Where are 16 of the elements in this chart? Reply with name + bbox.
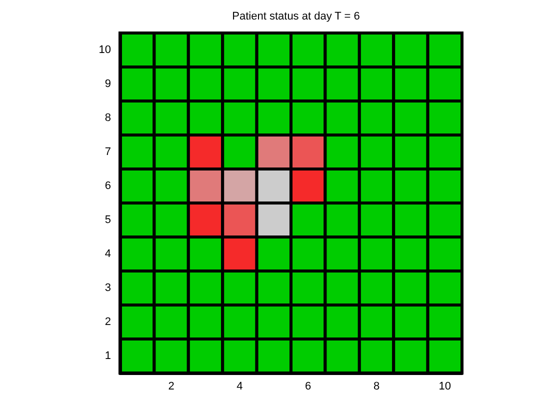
y-tick-label: 6 xyxy=(104,180,111,192)
y-tick-label: 9 xyxy=(104,78,111,90)
y-tick-label: 10 xyxy=(98,44,111,56)
y-tick-label: 2 xyxy=(104,316,111,328)
x-tick-label: 6 xyxy=(305,380,312,392)
chart-title: Patient status at day T = 6 xyxy=(232,10,360,22)
y-tick-label: 5 xyxy=(104,214,111,226)
y-tick-label: 1 xyxy=(104,350,111,362)
y-tick-label: 8 xyxy=(104,112,111,124)
x-tick-label: 2 xyxy=(168,380,174,392)
x-tick-label: 8 xyxy=(373,380,380,392)
y-tick-label: 4 xyxy=(104,248,111,260)
y-tick-label: 3 xyxy=(104,282,111,294)
x-tick-label: 4 xyxy=(236,380,243,392)
x-tick-label: 10 xyxy=(438,380,452,392)
y-tick-label: 7 xyxy=(104,146,111,158)
